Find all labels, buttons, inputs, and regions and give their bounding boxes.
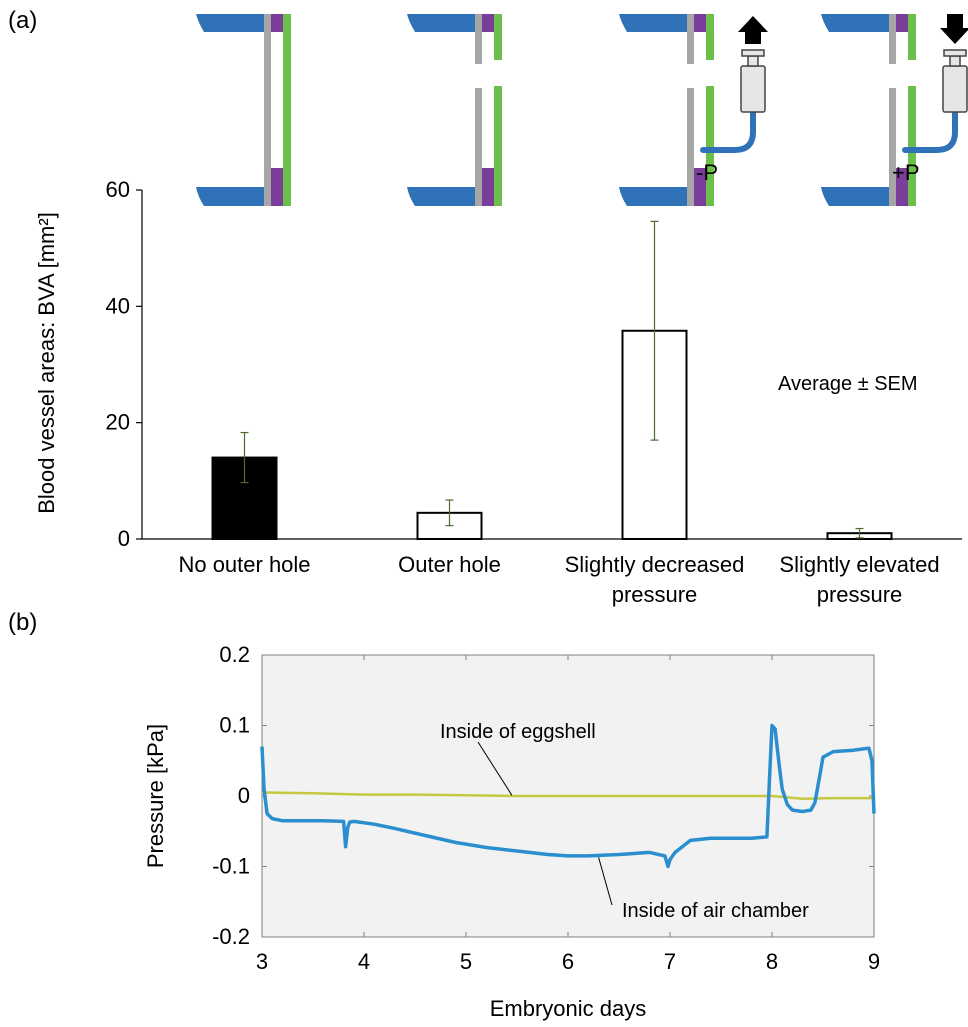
- eggshell-top: [619, 14, 687, 32]
- bar-chart-y-tick-label: 40: [106, 293, 130, 318]
- bar-chart-y-axis-label: Blood vessel areas: BVA [mm²]: [34, 212, 59, 514]
- series-line-air_chamber: [260, 723, 876, 869]
- purple-layer-bottom: [694, 168, 706, 206]
- bar-chart-category-label: pressure: [817, 582, 903, 607]
- air-chamber-leader-line: [598, 857, 613, 906]
- green-layer-lower: [706, 86, 714, 206]
- bar-chart-category-label: pressure: [612, 582, 698, 607]
- bar-chart-y-tick-label: 0: [118, 526, 130, 551]
- bar-chart-category-label: Slightly elevated: [779, 552, 939, 577]
- diagram-1: [196, 14, 291, 206]
- shell-membrane-lower: [475, 88, 482, 206]
- line-chart-y-tick-label: -0.2: [212, 924, 250, 949]
- panel-label-a: (a): [8, 7, 37, 34]
- purple-layer-top: [482, 14, 494, 32]
- syringe-icon: [942, 49, 968, 113]
- bar-chart-category-label: Outer hole: [398, 552, 501, 577]
- arrow-up-icon: [738, 16, 768, 44]
- eggshell-bottom: [196, 187, 264, 206]
- bar-chart-category-label: No outer hole: [178, 552, 310, 577]
- shell-membrane: [264, 14, 271, 206]
- shell-membrane-lower: [889, 88, 896, 206]
- line-chart-y-tick-label: 0.1: [219, 713, 250, 738]
- shell-membrane-upper: [475, 14, 482, 64]
- eggshell-leader-line: [477, 741, 513, 796]
- diagram-4: [821, 14, 968, 206]
- line-chart-x-tick-label: 8: [766, 949, 778, 974]
- decreased-pressure-label: -P: [696, 160, 718, 185]
- green-layer: [283, 14, 291, 206]
- line-chart-x-tick-label: 3: [256, 949, 268, 974]
- arrow-down-icon: [940, 14, 968, 44]
- sem-annotation: Average ± SEM: [778, 373, 918, 395]
- bar-chart-y-tick-label: 20: [106, 410, 130, 435]
- purple-layer-top: [896, 14, 908, 32]
- purple-layer-top: [271, 14, 283, 32]
- eggshell-top: [196, 14, 264, 32]
- shell-membrane-upper: [889, 14, 896, 64]
- green-layer-upper: [494, 14, 502, 60]
- tube: [700, 109, 756, 153]
- line-chart-x-axis-label: Embryonic days: [490, 996, 647, 1021]
- elevated-pressure-label: +P: [892, 160, 920, 185]
- green-layer-upper: [908, 14, 916, 60]
- line-chart-x-tick-label: 7: [664, 949, 676, 974]
- eggshell-top: [821, 14, 889, 32]
- panel-label-b: (b): [8, 609, 37, 636]
- bar-chart-category-label: Slightly decreased: [565, 552, 745, 577]
- purple-layer-top: [694, 14, 706, 32]
- eggshell-bottom: [619, 187, 687, 206]
- purple-layer-bottom: [271, 168, 283, 206]
- line-chart-y-tick-label: -0.1: [212, 854, 250, 879]
- line-chart-y-axis-label: Pressure [kPa]: [143, 724, 168, 868]
- eggshell-top: [407, 14, 475, 32]
- tube: [902, 109, 958, 153]
- line-chart-x-tick-label: 9: [868, 949, 880, 974]
- line-chart-x-tick-label: 5: [460, 949, 472, 974]
- green-layer-lower: [494, 86, 502, 206]
- shell-membrane-upper: [687, 14, 694, 64]
- diagram-3: [619, 14, 768, 206]
- eggshell-bottom: [407, 187, 475, 206]
- line-chart-x-tick-label: 6: [562, 949, 574, 974]
- eggshell-bottom: [821, 187, 889, 206]
- bar-chart: 0 20 40 60 No outer hole Outer hole Slightly d…: [106, 177, 962, 607]
- line-chart: -0.2 -0.1 0 0.1 0.2 3 4 5 6 7 8 9: [212, 642, 880, 974]
- bar-chart-y-tick-label: 60: [106, 177, 130, 202]
- schematic-diagrams: [196, 14, 968, 206]
- green-layer-lower: [908, 86, 916, 206]
- line-chart-y-tick-label: 0: [238, 783, 250, 808]
- eggshell-annotation: Inside of eggshell: [440, 721, 596, 743]
- air-chamber-annotation: Inside of air chamber: [622, 900, 809, 922]
- diagram-2: [407, 14, 502, 206]
- purple-layer-bottom: [482, 168, 494, 206]
- green-layer-upper: [706, 14, 714, 60]
- line-chart-y-tick-label: 0.2: [219, 642, 250, 667]
- line-chart-x-tick-label: 4: [358, 949, 370, 974]
- series-line-eggshell: [261, 791, 874, 801]
- purple-layer-bottom: [896, 168, 908, 206]
- shell-membrane-lower: [687, 88, 694, 206]
- syringe-icon: [740, 49, 766, 113]
